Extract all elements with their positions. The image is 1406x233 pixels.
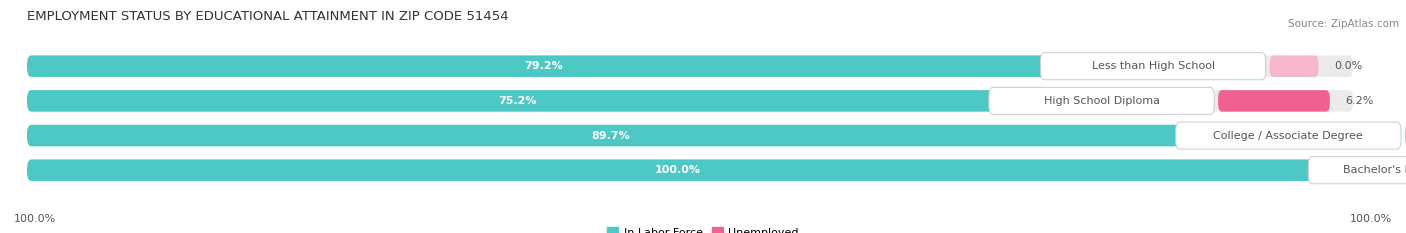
- Legend: In Labor Force, Unemployed: In Labor Force, Unemployed: [603, 223, 803, 233]
- FancyBboxPatch shape: [1308, 157, 1406, 184]
- Text: 75.2%: 75.2%: [498, 96, 537, 106]
- Text: 100.0%: 100.0%: [14, 214, 56, 224]
- FancyBboxPatch shape: [1270, 55, 1319, 77]
- Text: Bachelor's Degree or higher: Bachelor's Degree or higher: [1343, 165, 1406, 175]
- FancyBboxPatch shape: [27, 55, 1354, 77]
- Text: College / Associate Degree: College / Associate Degree: [1213, 130, 1364, 140]
- FancyBboxPatch shape: [27, 160, 1327, 181]
- FancyBboxPatch shape: [27, 160, 1354, 181]
- Text: 100.0%: 100.0%: [654, 165, 700, 175]
- Text: Source: ZipAtlas.com: Source: ZipAtlas.com: [1288, 19, 1399, 29]
- Text: 0.0%: 0.0%: [1334, 61, 1362, 71]
- FancyBboxPatch shape: [1218, 90, 1330, 112]
- Text: High School Diploma: High School Diploma: [1043, 96, 1160, 106]
- FancyBboxPatch shape: [988, 87, 1215, 114]
- Text: Less than High School: Less than High School: [1091, 61, 1215, 71]
- FancyBboxPatch shape: [27, 90, 1008, 112]
- Text: 100.0%: 100.0%: [1350, 214, 1392, 224]
- FancyBboxPatch shape: [1040, 53, 1265, 80]
- Text: 6.2%: 6.2%: [1346, 96, 1374, 106]
- Text: 79.2%: 79.2%: [524, 61, 562, 71]
- Text: EMPLOYMENT STATUS BY EDUCATIONAL ATTAINMENT IN ZIP CODE 51454: EMPLOYMENT STATUS BY EDUCATIONAL ATTAINM…: [27, 10, 509, 23]
- FancyBboxPatch shape: [27, 55, 1060, 77]
- FancyBboxPatch shape: [27, 125, 1195, 146]
- FancyBboxPatch shape: [27, 125, 1354, 146]
- Text: 89.7%: 89.7%: [592, 130, 630, 140]
- FancyBboxPatch shape: [1175, 122, 1400, 149]
- FancyBboxPatch shape: [27, 90, 1354, 112]
